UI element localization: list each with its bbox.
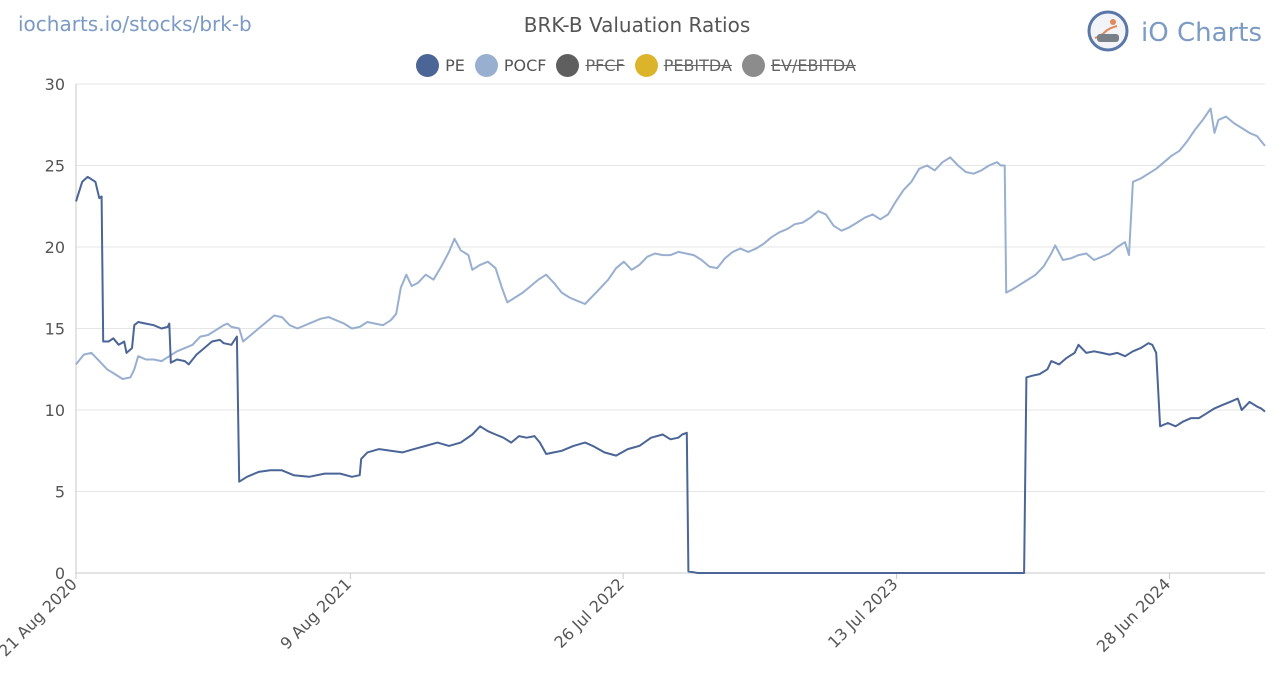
x-tick-label: 28 Jun 2024 [1093,574,1174,655]
legend-evebitda-label: EV/EBITDA [770,56,856,75]
legend-pocf-marker-icon [474,54,498,77]
y-tick-label: 25 [45,157,65,176]
y-tick-label: 30 [45,75,65,94]
y-tick-label: 0 [55,564,65,583]
x-tick-label: 21 Aug 2020 [0,574,81,660]
legend-item-pe[interactable]: PE [416,54,465,77]
legend-pebitda-label: PEBITDA [663,56,732,75]
series-line-pe[interactable] [75,175,1266,574]
chart-title: BRK-B Valuation Ratios [523,13,751,37]
legend-item-evebitda[interactable]: EV/EBITDA [741,54,856,77]
series-line-pocf[interactable] [75,107,1266,380]
legend-pe-label: PE [445,56,465,75]
legend-pebitda-marker-icon [634,54,658,77]
y-tick-label: 10 [45,401,65,420]
legend-pfcf-marker-icon [556,54,580,77]
io-charts-logo-icon [1087,10,1129,56]
x-tick-label: 26 Jul 2022 [550,574,627,651]
y-tick-label: 5 [55,483,65,502]
legend-pfcf-label: PFCF [585,56,625,75]
legend-pocf-label: POCF [503,56,547,75]
x-tick-label: 9 Aug 2021 [276,574,355,653]
legend-evebitda-marker-icon [741,54,765,77]
brand[interactable]: iO Charts [1087,10,1262,56]
y-tick-label: 20 [45,238,65,257]
site-link[interactable]: iocharts.io/stocks/brk-b [18,12,252,36]
legend-item-pebitda[interactable]: PEBITDA [634,54,732,77]
x-tick-label: 13 Jul 2023 [824,574,901,651]
legend-item-pocf[interactable]: POCF [474,54,547,77]
brand-name: iO Charts [1141,18,1262,48]
legend-pe-marker-icon [416,54,440,77]
y-tick-label: 15 [45,320,65,339]
chart-legend: PE POCF PFCF PEBITDA EV/EBITDA [0,54,1272,77]
legend-item-pfcf[interactable]: PFCF [556,54,625,77]
